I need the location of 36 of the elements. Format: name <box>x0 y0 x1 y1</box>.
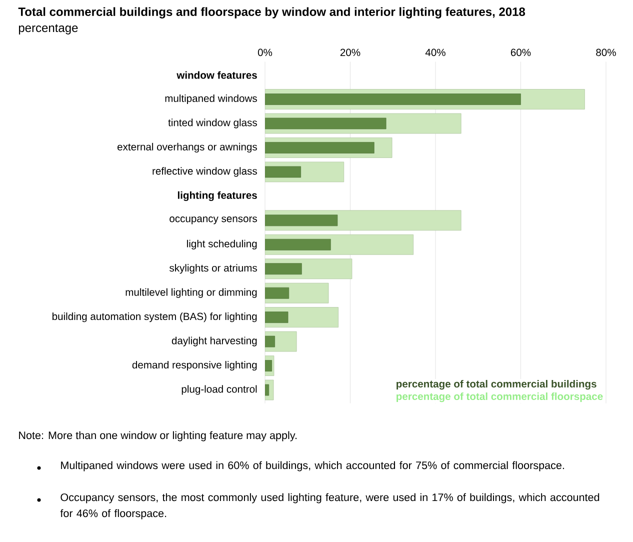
x-tick-label: 20% <box>340 48 360 56</box>
text: Note: More than one window or lighting feature may apply. <box>19 431 297 442</box>
x-tick-label: 0% <box>258 48 272 56</box>
text: percentage of total commercial floorspace <box>396 392 603 402</box>
y-tick-label: window features <box>176 71 257 79</box>
y-tick-label: multilevel lighting or dimming <box>126 288 257 298</box>
bar <box>265 142 374 154</box>
y-tick-label: light scheduling <box>187 240 257 250</box>
y-tick-label: multipaned windows <box>165 94 257 104</box>
text: percentage <box>18 24 78 34</box>
bar <box>265 94 521 105</box>
x-tick-label: 80% <box>596 48 616 56</box>
bar <box>265 312 288 324</box>
chart-title: Total commercial buildings and floorspace by window and interior lighting features, 2018 <box>18 7 526 18</box>
bar <box>265 238 331 250</box>
y-tick-label: daylight harvesting <box>172 336 257 346</box>
text: Occupancy sensors, the most commonly used lighting feature, were used in 17% of buildings, which accounted for 46% of floorspace. <box>60 493 600 520</box>
y-tick-label: demand responsive lighting <box>132 360 257 371</box>
x-tick-label: 60% <box>510 48 531 56</box>
text: Multipaned windows were used in 60% of buildings, which accounted for 75% of commercial floorspace. <box>61 461 564 472</box>
x-tick-label: 40% <box>425 48 446 56</box>
y-tick-label: lighting features <box>178 191 257 201</box>
bar <box>265 214 338 226</box>
y-tick-label: reflective window glass <box>152 167 257 177</box>
y-tick-label: building automation system (BAS) for lighting <box>52 312 257 322</box>
text: percentage of total commercial buildings <box>396 380 596 390</box>
bar <box>265 263 302 275</box>
bar <box>265 166 302 178</box>
y-tick-label: external overhangs or awnings <box>118 142 257 153</box>
y-tick-label: plug-load control <box>182 385 257 395</box>
bar <box>265 287 290 299</box>
y-tick-label: occupancy sensors <box>170 216 257 224</box>
y-tick-label: tinted window glass <box>168 118 257 128</box>
bar <box>265 336 275 348</box>
y-tick-label: skylights or atriums <box>170 264 257 274</box>
bar <box>265 118 386 130</box>
